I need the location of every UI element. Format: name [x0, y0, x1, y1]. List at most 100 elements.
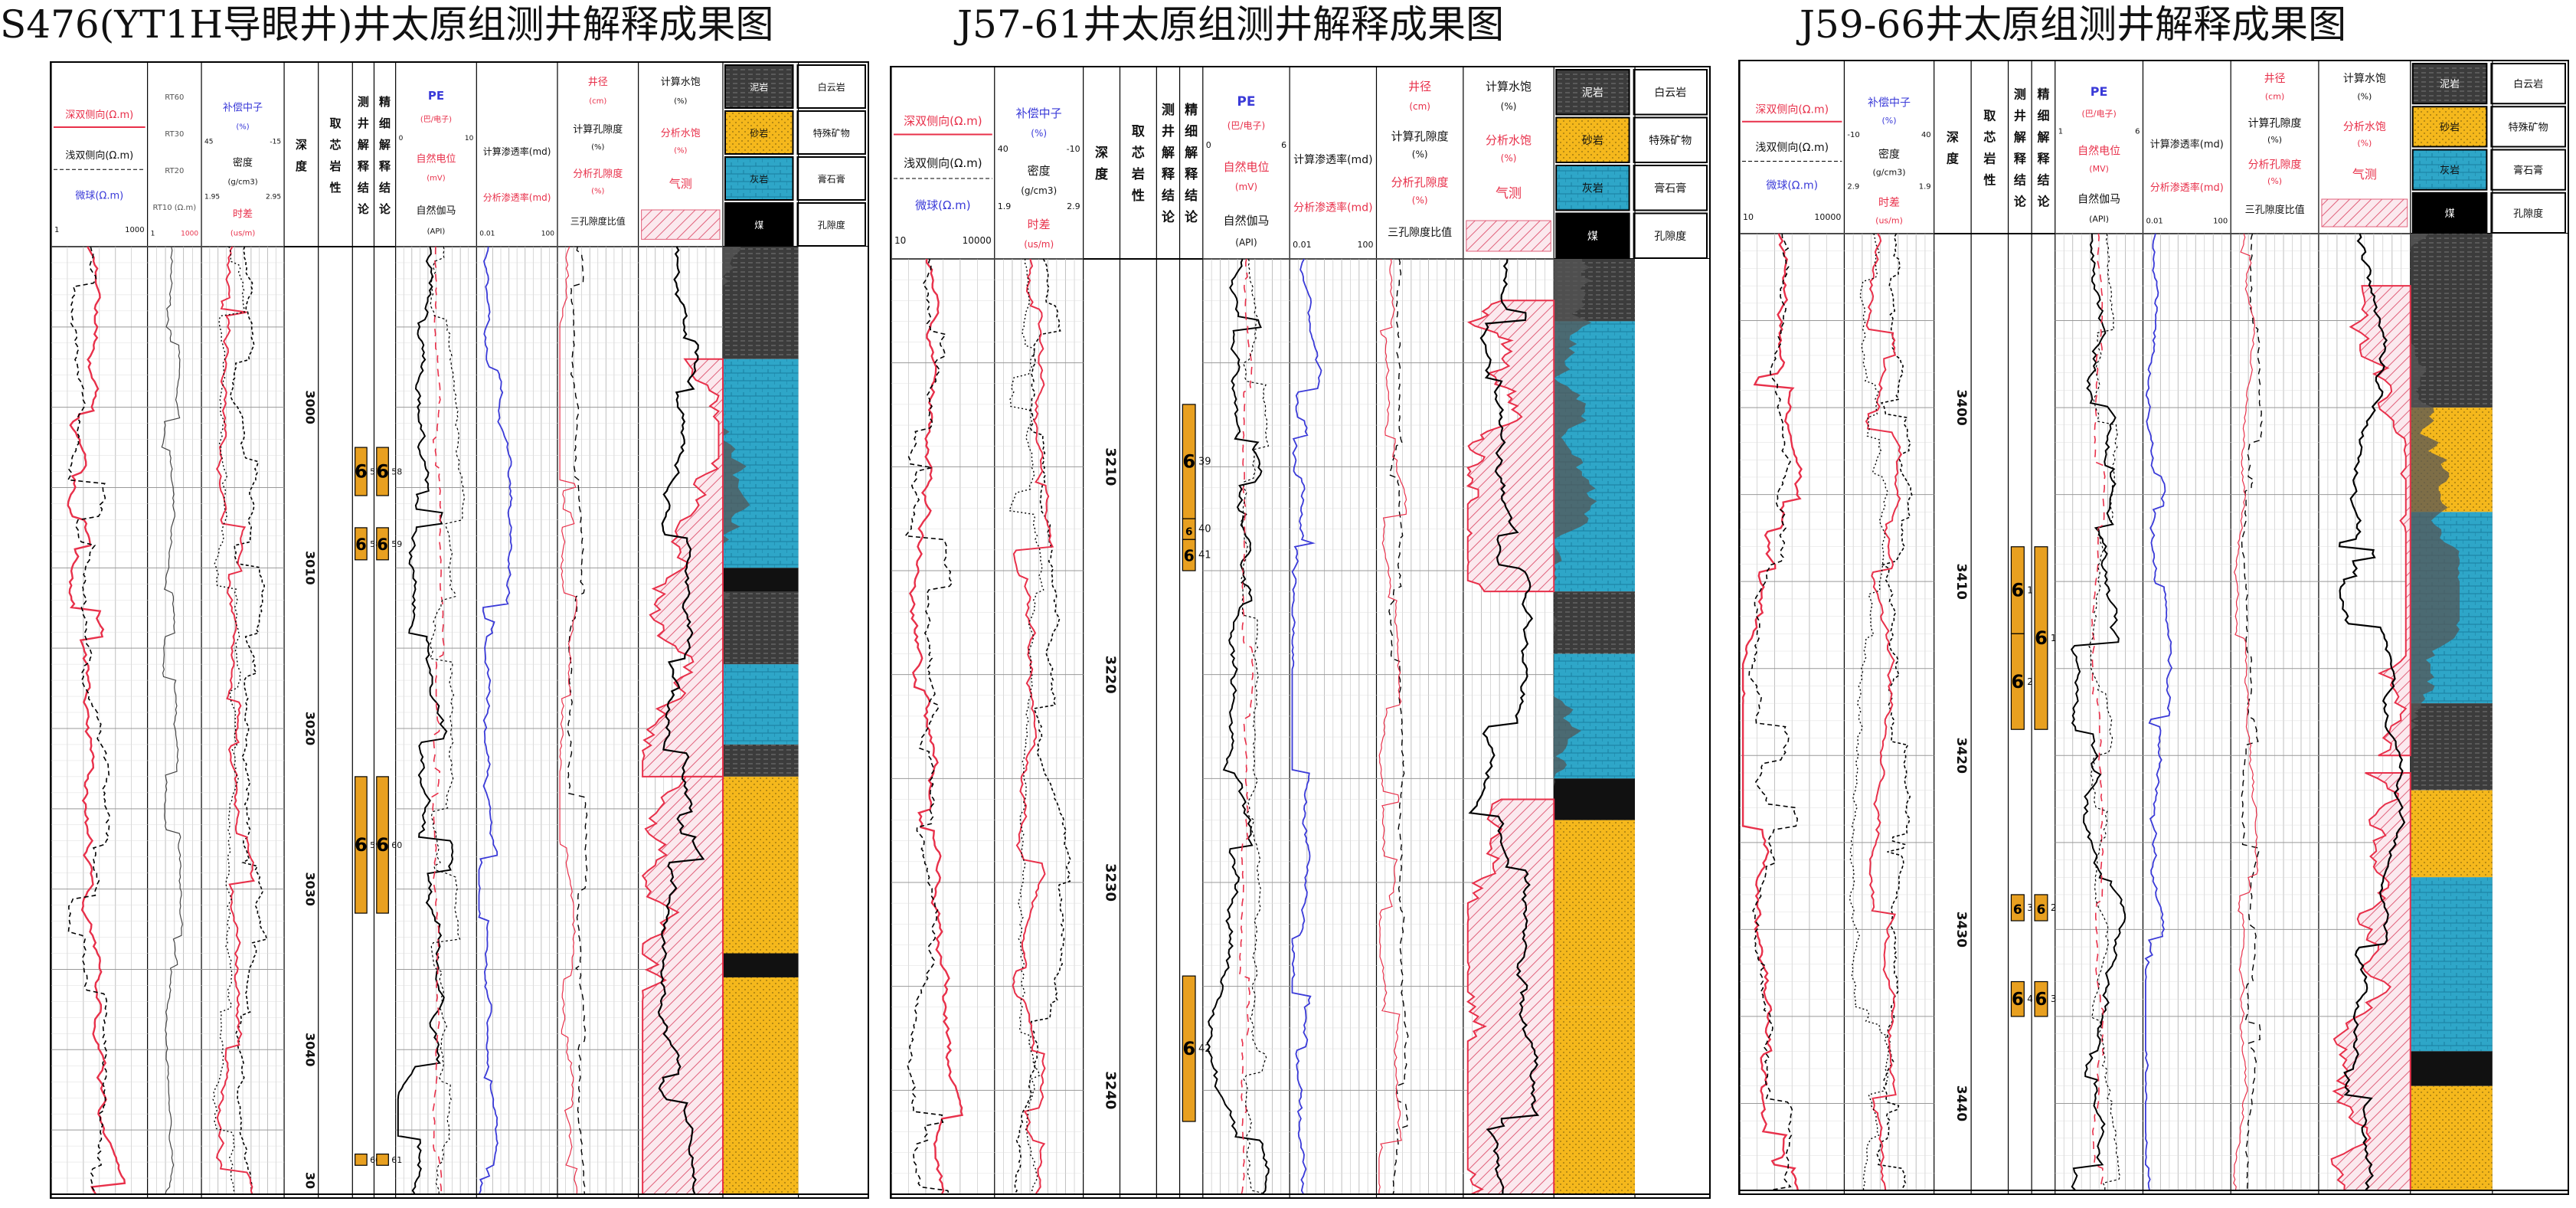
shallow-res-label: 浅双侧向(Ω.m) — [1755, 142, 1829, 154]
scale-label: 0.01 — [479, 231, 495, 238]
core-lithology-header: 芯 — [1983, 130, 1996, 145]
porosity-curve — [1378, 258, 1407, 1194]
shallow-resistivity-curve — [67, 246, 110, 1195]
scale-label: 0.01 — [1293, 240, 1312, 250]
depth-tick-label: 3230 — [1103, 863, 1119, 902]
legend-swatch-dolomite — [796, 64, 867, 109]
fine-interpretation-header: 细 — [2037, 109, 2049, 123]
scale-label: 0 — [1206, 140, 1211, 150]
interpretation-layer — [1182, 975, 1196, 1122]
analysis-porosity-label: 分析孔隙度 — [1391, 175, 1449, 189]
depth-header: 度 — [296, 159, 308, 173]
gr-label: 自然伽马 — [416, 205, 456, 217]
fine-interpretation-header: 解 — [2037, 130, 2049, 145]
scale-label: 2.9 — [1067, 201, 1080, 211]
unit-label: (%) — [236, 123, 249, 131]
depth-tick-label: 3010 — [302, 551, 317, 585]
legend-swatch-gypsum — [1633, 165, 1708, 211]
log-header: 深双侧向(Ω.m) 浅双侧向(Ω.m) 微球(Ω.m) 10 10000 补偿中子 (%) 密… — [891, 69, 1709, 260]
unit-label: (MV) — [2089, 164, 2109, 174]
interpretation-layer — [355, 776, 368, 914]
lithology-sandstone — [1554, 820, 1636, 1007]
sp-label: 自然电位 — [2077, 145, 2120, 158]
core-lithology-header: 性 — [1132, 188, 1145, 204]
scale-label: 100 — [1357, 240, 1373, 250]
unit-label: (%) — [1501, 101, 1517, 112]
gamma-ray-curve — [2071, 233, 2127, 1191]
analysis-porosity-label: 分析孔隙度 — [2248, 159, 2302, 172]
layer-number: 2 — [2027, 676, 2033, 687]
porosity-curve — [2233, 233, 2259, 1191]
unit-label: (us/m) — [1024, 239, 1054, 250]
panel-1-title: S476(YT1H导眼井)井太原组测井解释成果图 — [0, 2, 774, 47]
log-interpretation-header: 释 — [358, 159, 370, 173]
lithology-sandstone — [2410, 790, 2493, 878]
density-curve — [230, 246, 268, 1195]
interpretation-layer — [376, 776, 389, 914]
fine-interpretation-header: 结 — [379, 181, 391, 195]
pe-curve — [2088, 234, 2121, 1190]
density-curve — [1876, 233, 1913, 1191]
depth-tick-label: 3000 — [302, 390, 317, 424]
log-interpretation-header: 井 — [2014, 109, 2026, 123]
water-saturation-curve — [2338, 233, 2406, 1191]
scale-label: 1.95 — [204, 194, 220, 201]
gas-log-fill — [641, 775, 724, 1195]
density-label: 密度 — [1878, 148, 1900, 161]
interpretation-layer — [2034, 980, 2048, 1017]
depth-tick-label: 30 — [302, 1172, 317, 1189]
deep-res-label: 深双侧向(Ω.m) — [904, 114, 982, 128]
unit-label: (cm) — [1409, 101, 1430, 112]
neutron-label: 补偿中子 — [223, 102, 263, 113]
fine-interpretation-header: 论 — [2037, 195, 2050, 209]
gas-log-fill — [1466, 798, 1555, 1195]
gas-symbol: 6 — [1185, 526, 1192, 539]
deep-resistivity-curve — [1741, 233, 1803, 1191]
lithology-mudstone — [1554, 591, 1636, 654]
legend-swatch-coal — [1555, 212, 1630, 259]
fine-interpretation-header: 细 — [1185, 123, 1198, 139]
legend-swatch-mudstone — [1555, 69, 1630, 116]
legend-swatch-sandstone — [2411, 106, 2488, 148]
micro-res-label: 微球(Ω.m) — [1766, 180, 1818, 192]
legend-label: 泥岩 — [1582, 87, 1603, 99]
rt-curve-label: RT20 — [165, 167, 184, 175]
panel-3-title: J59-66井太原组测井解释成果图 — [1800, 2, 2347, 47]
log-interpretation-header: 测 — [1162, 102, 1175, 118]
gas-symbol: 6 — [376, 834, 389, 856]
sp-label: 自然电位 — [416, 153, 456, 165]
legend-label: 煤 — [754, 220, 763, 231]
gr-label: 自然伽马 — [1223, 214, 1269, 228]
gamma-ray-curve — [397, 246, 454, 1195]
legend-label: 煤 — [1587, 231, 1598, 243]
pe-label: PE — [428, 89, 444, 103]
porosity-curve — [559, 246, 578, 1195]
log-interpretation-header: 结 — [358, 181, 369, 195]
scale-label: 45 — [204, 139, 213, 146]
legend-label: 白云岩 — [1654, 87, 1686, 99]
sonic-curve — [216, 246, 256, 1195]
unit-label: (g/cm3) — [1873, 168, 1906, 178]
gas-symbol: 6 — [2037, 902, 2046, 918]
core-lithology-header: 性 — [329, 181, 341, 195]
neutron-curve — [1008, 258, 1044, 1195]
well-log-chart-j59-66: 深双侧向(Ω.m) 浅双侧向(Ω.m) 微球(Ω.m) 10 10000 补偿中子 (%) 密… — [1740, 61, 2568, 1193]
micro-res-label: 微球(Ω.m) — [915, 198, 971, 212]
core-lithology-header: 岩 — [1131, 166, 1145, 182]
scale-label: 1 — [54, 226, 59, 234]
scale-label: 2.95 — [266, 194, 281, 201]
legend-label: 灰岩 — [1582, 182, 1603, 195]
fine-interpretation-header: 释 — [379, 159, 391, 173]
interpretation-layer — [355, 447, 368, 496]
layer-number: 61 — [391, 1155, 402, 1165]
calc-perm-label: 计算渗透率(md) — [2150, 139, 2224, 151]
scale-label: 100 — [541, 231, 554, 238]
analysis-perm-label: 分析渗透率(md) — [483, 192, 551, 203]
density-curve — [1013, 258, 1071, 1195]
interpretation-layer — [2034, 894, 2048, 922]
log-header: 深双侧向(Ω.m) 浅双侧向(Ω.m) 微球(Ω.m) 10 10000 补偿中子 (%) 密… — [1740, 63, 2568, 234]
porosity-ratio-label: 三孔隙度比值 — [570, 215, 626, 227]
shallow-res-label: 浅双侧向(Ω.m) — [65, 149, 133, 162]
well-log-panel-s476: 深双侧向(Ω.m) 浅双侧向(Ω.m) 微球(Ω.m) 1 1000 RT60 RT30 RT… — [50, 61, 869, 1199]
gas-log-label: 气测 — [1496, 186, 1522, 201]
